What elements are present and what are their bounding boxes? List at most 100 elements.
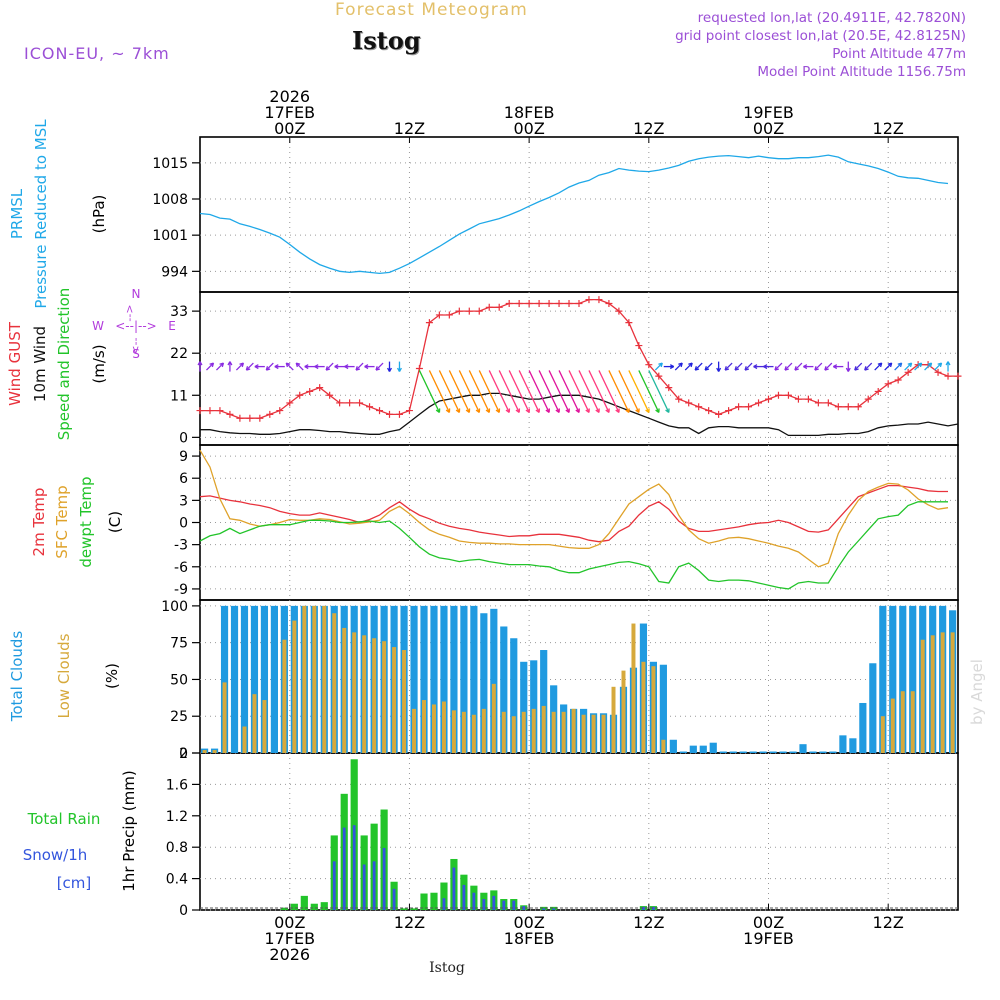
- gust-marker: [485, 303, 493, 311]
- snow-bar: [342, 827, 346, 910]
- wind-direction-arrow: [794, 362, 803, 371]
- snow-bar: [332, 861, 336, 910]
- gust-marker: [366, 403, 374, 411]
- total-cloud-bar: [260, 605, 269, 753]
- low-cloud-bar: [252, 694, 257, 753]
- gust-marker: [735, 403, 743, 411]
- total-cloud-bar: [440, 605, 448, 753]
- gust-marker: [276, 407, 284, 415]
- top-time-label: 17FEB: [264, 103, 315, 122]
- wind-arrow-head: [495, 408, 501, 413]
- wind-direction-arrow: [618, 370, 640, 413]
- total-cloud-bar: [779, 751, 787, 753]
- wind-panel: 0 11 22 33: [170, 291, 959, 446]
- wind-arrow-head: [814, 366, 819, 371]
- low-cloud-bar: [511, 716, 516, 753]
- low-cloud-bar: [392, 647, 397, 753]
- wind-arrow-head: [833, 364, 838, 370]
- wind-arrow-head: [535, 408, 541, 413]
- low-cloud-bar: [531, 708, 536, 753]
- bottom-time-label: 12Z: [873, 913, 904, 932]
- wind-10m-label: 10m Wind: [31, 326, 49, 402]
- snow-bar: [362, 864, 366, 910]
- gust-marker: [874, 387, 882, 395]
- wind-arrow-head: [585, 408, 590, 413]
- gust-marker: [555, 299, 563, 307]
- gust-marker: [525, 299, 533, 307]
- snow-bar: [642, 906, 645, 910]
- low-cloud-bar: [471, 714, 476, 753]
- wind-direction-arrow: [608, 370, 630, 413]
- precip-ytick-label: 0.8: [166, 840, 188, 856]
- low-cloud-bar: [242, 726, 247, 753]
- wind-direction-arrow: [744, 362, 753, 371]
- low-cloud-bar: [262, 700, 267, 753]
- wind-direction-arrow: [578, 370, 600, 413]
- wind-direction-arrow: [734, 362, 743, 371]
- precip-ytick-label: 2: [179, 746, 188, 762]
- wind-arrow-head: [505, 408, 511, 413]
- wind-arrow-head: [364, 364, 369, 370]
- wind-arrow-head: [803, 364, 808, 370]
- total-cloud-bar: [480, 613, 488, 753]
- gust-marker: [904, 368, 912, 376]
- total-cloud-bar: [709, 742, 717, 753]
- gust-marker: [954, 372, 962, 380]
- compass-s: S: [132, 347, 140, 361]
- total-cloud-bar: [230, 605, 239, 753]
- temperature-ytick-label: -3: [174, 538, 188, 554]
- low-cloud-bar: [900, 691, 905, 753]
- low-cloud-bar: [591, 714, 596, 753]
- low-cloud-bar: [412, 708, 417, 753]
- total-cloud-bar: [869, 663, 877, 753]
- snow-bar: [512, 900, 516, 910]
- rain-bar: [410, 908, 418, 910]
- total-cloud-bar: [410, 605, 418, 753]
- gust-marker: [565, 299, 573, 307]
- gust-marker: [675, 395, 683, 403]
- wind-direction-arrow: [774, 362, 783, 371]
- total-cloud-bar: [689, 745, 697, 753]
- low-cloud-bar: [940, 632, 945, 753]
- low-cloud-bar: [571, 708, 576, 753]
- wind-direction-arrow: [265, 362, 274, 371]
- wind-arrow-head: [897, 362, 903, 368]
- wind-arrow-head: [387, 367, 392, 372]
- gust-marker: [844, 403, 852, 411]
- gust-marker: [246, 414, 254, 422]
- gust-marker: [605, 299, 613, 307]
- total-cloud-bar: [220, 605, 229, 753]
- wind-arrow-head: [678, 362, 683, 368]
- top-time-label: 00Z: [513, 119, 544, 138]
- precip-ytick-label: 1.2: [166, 809, 188, 825]
- total-cloud-bar: [460, 605, 468, 753]
- low-cloud-bar: [382, 641, 387, 753]
- gust-marker: [515, 299, 523, 307]
- total-cloud-bar: [719, 751, 727, 753]
- low-cloud-bar: [491, 683, 496, 753]
- wind-direction-arrow: [588, 370, 610, 413]
- gust-marker: [625, 319, 633, 327]
- wind-arrow-head: [265, 366, 271, 371]
- wind-arrow-head: [763, 364, 768, 370]
- wind-direction-arrow: [488, 370, 510, 413]
- gust-marker: [944, 372, 952, 380]
- low-cloud-bar: [202, 750, 207, 753]
- low-cloud-bar: [212, 750, 217, 753]
- gust-marker: [256, 414, 264, 422]
- snow-bar: [352, 825, 356, 910]
- gust-marker: [226, 410, 234, 418]
- wind-gust-label: Wind GUST: [6, 321, 24, 406]
- wind-arrow-head: [907, 362, 913, 368]
- low-cloud-bar: [422, 700, 427, 753]
- gust-marker: [286, 399, 294, 407]
- gust-marker: [296, 391, 304, 399]
- gust-marker: [216, 407, 224, 415]
- wind-arrow-head: [854, 366, 859, 371]
- clouds-ytick-label: 75: [170, 636, 188, 652]
- total-cloud-bar: [240, 605, 249, 753]
- gust-marker: [715, 410, 723, 418]
- footer-place-label: Istog: [429, 960, 465, 976]
- wind-arrow-head: [465, 408, 471, 413]
- wind-arrow-head: [254, 364, 259, 370]
